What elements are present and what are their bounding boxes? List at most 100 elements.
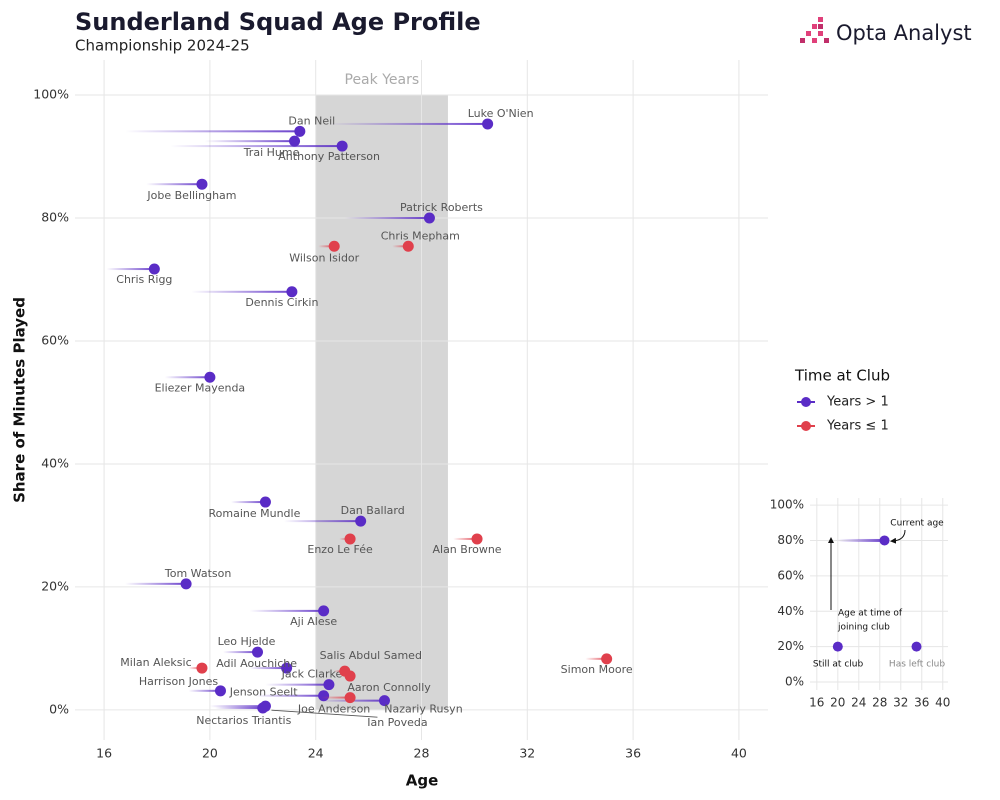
tenure-trail <box>392 245 409 248</box>
player-dot <box>204 371 216 383</box>
player-dot <box>344 533 356 545</box>
player-dot <box>471 533 483 545</box>
player-label: Chris Rigg <box>116 273 172 286</box>
player-label: Nazariy Rusyn <box>384 703 462 716</box>
player-dot <box>336 140 348 152</box>
player-dot <box>214 685 226 697</box>
band-label: Peak Years <box>345 72 420 88</box>
inset-annotation: Age at time of <box>838 609 903 619</box>
y-axis-title: Share of Minutes Played <box>11 297 29 503</box>
y-tick-label: 40% <box>41 455 69 470</box>
y-tick-label: 80% <box>41 210 69 225</box>
peak-band <box>315 95 448 710</box>
tenure-trail <box>188 689 221 692</box>
y-tick-label: 20% <box>41 578 69 593</box>
legend-label: Years ≤ 1 <box>826 419 889 434</box>
tenure-trail <box>585 657 607 660</box>
inset-annotation: Still at club <box>813 660 864 670</box>
player-dot <box>355 515 367 527</box>
player-label: Anthony Patterson <box>278 150 380 163</box>
tenure-trail <box>283 520 361 523</box>
player-label: Harrison Jones <box>139 675 219 688</box>
tenure-trail <box>125 582 187 585</box>
player-label: Jenson Seelt <box>229 686 298 699</box>
y-tick-label: 40% <box>777 604 804 618</box>
player-dot <box>259 496 271 508</box>
player-label: Salis Abdul Samed <box>320 649 422 662</box>
player-label: Romaine Mundle <box>209 507 301 520</box>
player-label: Dan Ballard <box>341 504 405 517</box>
y-tick-label: 100% <box>33 87 69 102</box>
tenure-trail <box>164 376 210 379</box>
player-label: Ian Poveda <box>367 716 427 729</box>
x-tick-label: 36 <box>914 696 929 710</box>
player-dot <box>196 178 208 190</box>
tenure-trail <box>125 130 300 133</box>
player-dot <box>281 662 293 674</box>
player-label: Dennis Cirkin <box>245 296 318 309</box>
player-label: Jack Clarke <box>281 668 343 681</box>
y-tick-label: 60% <box>41 332 69 347</box>
x-tick-label: 16 <box>96 746 112 761</box>
player-dot <box>601 653 613 665</box>
player-dot <box>328 240 340 252</box>
tenure-trail <box>344 217 430 220</box>
annotation-arrow <box>890 529 906 544</box>
player-dot <box>832 641 843 652</box>
tenure-trail <box>249 609 324 612</box>
player-label: Aji Alese <box>290 615 337 628</box>
y-tick-label: 0% <box>785 675 804 689</box>
x-tick-label: 20 <box>830 696 845 710</box>
tenure-trail <box>191 290 292 293</box>
player-dot <box>911 641 922 652</box>
x-tick-label: 40 <box>731 746 747 761</box>
tenure-trail <box>231 501 266 504</box>
logo: Opta Analyst <box>800 17 972 45</box>
y-tick-label: 80% <box>777 533 804 547</box>
legend-swatch <box>801 421 811 431</box>
player-label: Adil Aouchiche <box>216 657 297 670</box>
x-tick-label: 24 <box>851 696 866 710</box>
tenure-trail <box>215 707 263 710</box>
player-dot <box>252 646 264 658</box>
x-tick-label: 24 <box>308 746 324 761</box>
legend-title: Time at Club <box>794 367 890 385</box>
inset-annotation: Current age <box>890 519 944 529</box>
x-tick-label: 36 <box>625 746 641 761</box>
y-tick-label: 100% <box>770 498 804 512</box>
player-label: Patrick Roberts <box>400 201 483 214</box>
player-dot <box>482 118 494 130</box>
x-axis-title: Age <box>406 772 439 790</box>
player-dot <box>344 670 356 682</box>
player-label: Jobe Bellingham <box>146 189 236 202</box>
inset-annotation: Has left club <box>889 660 945 670</box>
tenure-trail <box>837 538 885 542</box>
player-dot <box>286 286 298 298</box>
player-label: Enzo Le Fée <box>307 543 373 556</box>
player-dot <box>344 692 356 704</box>
x-tick-label: 28 <box>872 696 887 710</box>
player-label: Tom Watson <box>164 567 231 580</box>
legend-swatch <box>801 397 811 407</box>
tenure-trail <box>254 694 324 697</box>
player-label: Luke O'Nien <box>468 107 534 120</box>
legend-label: Years > 1 <box>826 395 889 410</box>
tenure-trail <box>223 651 258 654</box>
tenure-trail <box>170 145 343 148</box>
player-dot <box>259 700 271 712</box>
x-tick-label: 40 <box>935 696 950 710</box>
tenure-trail <box>249 667 287 670</box>
player-dot <box>196 662 208 674</box>
player-label: Eliezer Mayenda <box>155 381 246 394</box>
player-dot <box>289 135 301 147</box>
tenure-trail <box>146 183 202 186</box>
player-label: Chris Mepham <box>381 229 460 242</box>
label-leader <box>271 709 378 718</box>
x-tick-label: 28 <box>414 746 430 761</box>
tenure-trail <box>265 683 329 686</box>
player-label: Leo Hjelde <box>218 635 276 648</box>
inset-annotation: joining club <box>837 623 890 633</box>
player-dot <box>323 679 335 691</box>
